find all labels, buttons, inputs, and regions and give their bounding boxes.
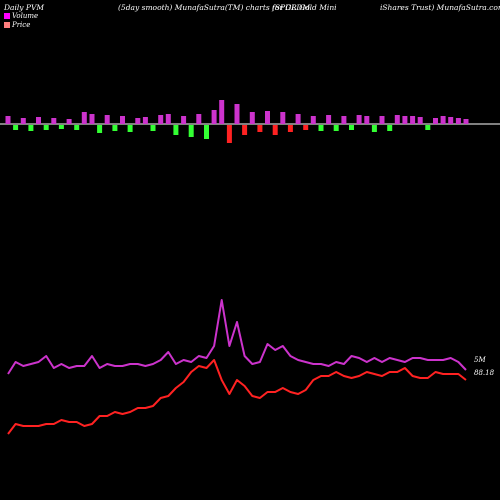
volume-bar (20, 118, 26, 124)
volume-bar (463, 119, 469, 124)
legend-volume-swatch (4, 13, 10, 19)
volume-bar (181, 116, 187, 124)
volume-bar (272, 125, 278, 135)
volume-bar (364, 116, 370, 124)
volume-bar (249, 112, 255, 124)
volume-bar (97, 125, 103, 133)
legend-price: Price (4, 21, 30, 29)
volume-bar (333, 125, 339, 131)
volume-line (7, 299, 467, 375)
volume-bar (158, 115, 164, 124)
volume-bar (425, 125, 431, 130)
volume-bar (265, 111, 270, 124)
volume-bar (379, 116, 385, 124)
volume-bar (165, 114, 171, 124)
volume-bar (402, 116, 408, 124)
volume-bar (13, 125, 19, 130)
series-lines (7, 299, 467, 435)
volume-right-label: 5M (474, 356, 486, 364)
volume-bar (341, 116, 347, 124)
volume-bar (219, 100, 225, 124)
chart-header-right-2: iShares Trust) MunafaSutra.com (380, 3, 500, 12)
volume-bar (204, 125, 209, 139)
volume-bar (387, 125, 393, 131)
volume-bar (318, 125, 324, 131)
price-line (7, 359, 467, 435)
volume-bar (142, 117, 148, 124)
chart-header-right: (SPDR Gold Mini (272, 3, 337, 12)
volume-bar (295, 114, 301, 124)
volume-bar (257, 125, 263, 132)
volume-bar (280, 112, 286, 124)
volume-bar (188, 125, 194, 137)
volume-bar (234, 104, 240, 124)
volume-bar (326, 115, 332, 124)
volume-bar (356, 115, 362, 124)
volume-bar (58, 125, 64, 129)
volume-bar (81, 112, 87, 124)
volume-bar (287, 125, 293, 132)
volume-bar (433, 118, 438, 124)
chart-header-title: (5day smooth) MunafaSutra(TM) charts for… (118, 3, 311, 12)
volume-bar (394, 115, 400, 124)
volume-bar (66, 119, 72, 124)
volume-bar (196, 114, 202, 124)
volume-bar (455, 118, 461, 124)
volume-bar (5, 116, 11, 124)
volume-bar (36, 117, 41, 124)
volume-bar (211, 110, 217, 124)
legend-volume: Volume (4, 12, 38, 20)
volume-bar (43, 125, 49, 130)
price-right-label: 88.18 (474, 369, 495, 377)
volume-bar (89, 114, 95, 124)
volume-bar (120, 116, 125, 124)
volume-bar (303, 125, 309, 130)
volume-bar (226, 125, 232, 143)
legend-volume-label: Volume (12, 12, 39, 20)
volume-bar (74, 125, 80, 130)
volume-bars (5, 100, 469, 143)
volume-bar (410, 116, 416, 124)
volume-bar (242, 125, 248, 135)
volume-bar (310, 116, 316, 124)
volume-bar (349, 125, 354, 130)
volume-bar (104, 115, 110, 124)
volume-bar (51, 118, 57, 124)
volume-bar (448, 117, 454, 124)
volume-bar (417, 117, 423, 124)
volume-bar (127, 125, 133, 132)
volume-bar (150, 125, 156, 131)
legend-price-label: Price (12, 21, 31, 29)
volume-bar (135, 118, 141, 124)
volume-bar (371, 125, 377, 132)
legend-price-swatch (4, 22, 10, 28)
volume-bar (173, 125, 179, 135)
chart-header-left: Daily PVM (4, 3, 45, 12)
volume-bar (112, 125, 118, 131)
volume-bar (440, 116, 446, 124)
volume-bar (28, 125, 34, 131)
